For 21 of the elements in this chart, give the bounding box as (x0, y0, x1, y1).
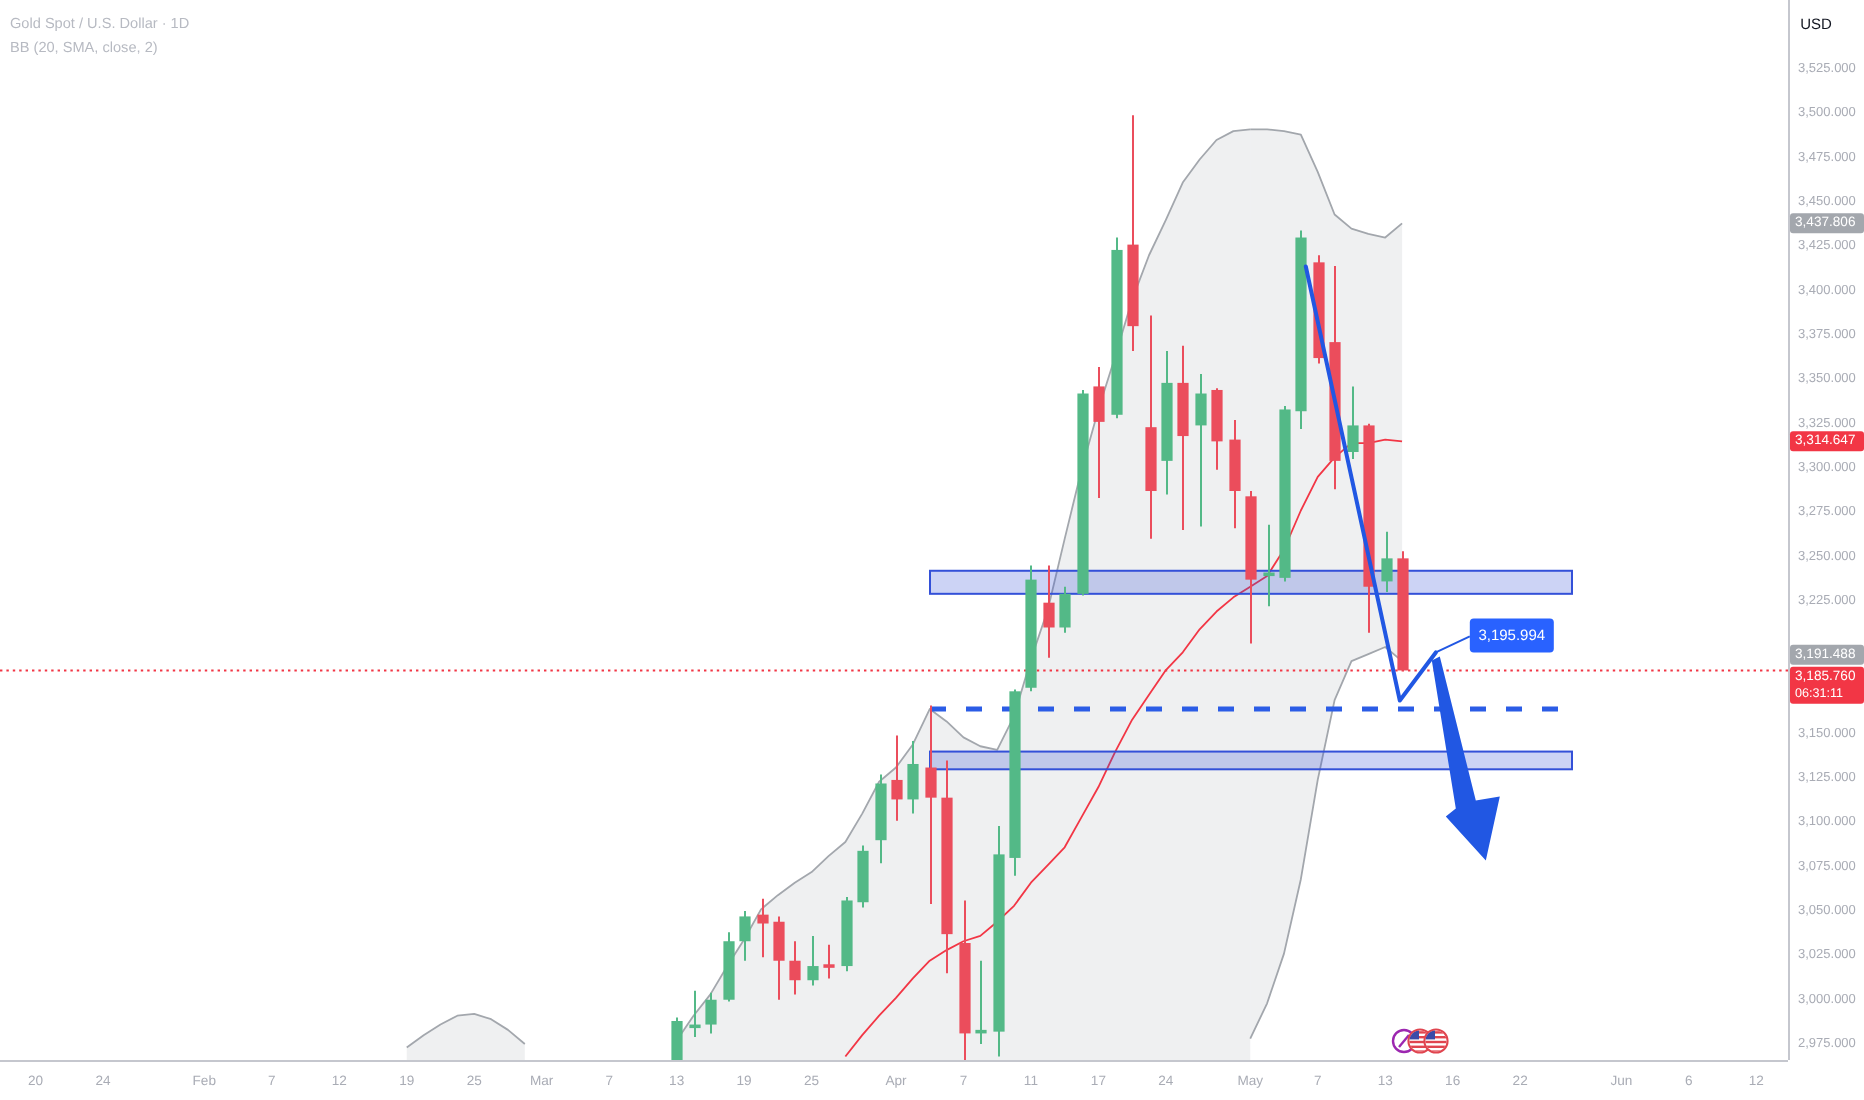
candlestick (1059, 585, 1071, 634)
candlestick (1195, 373, 1207, 528)
candlestick (1381, 530, 1393, 594)
candlestick (705, 991, 717, 1035)
candlestick (975, 959, 987, 1046)
candlestick (925, 704, 937, 906)
candlestick (789, 940, 801, 996)
candlestick (757, 897, 769, 959)
candlestick (1263, 523, 1275, 608)
candlestick (823, 943, 835, 980)
candlestick (1347, 385, 1359, 461)
candlestick (807, 934, 819, 987)
candlestick (773, 915, 785, 1001)
candlestick (891, 734, 903, 822)
candlestick (739, 910, 751, 962)
candlestick (907, 739, 919, 815)
line-series (1249, 646, 1403, 1040)
candlestick (671, 1016, 683, 1060)
candlestick (689, 989, 701, 1038)
candlestick (1093, 365, 1105, 500)
candlestick (1043, 564, 1055, 659)
